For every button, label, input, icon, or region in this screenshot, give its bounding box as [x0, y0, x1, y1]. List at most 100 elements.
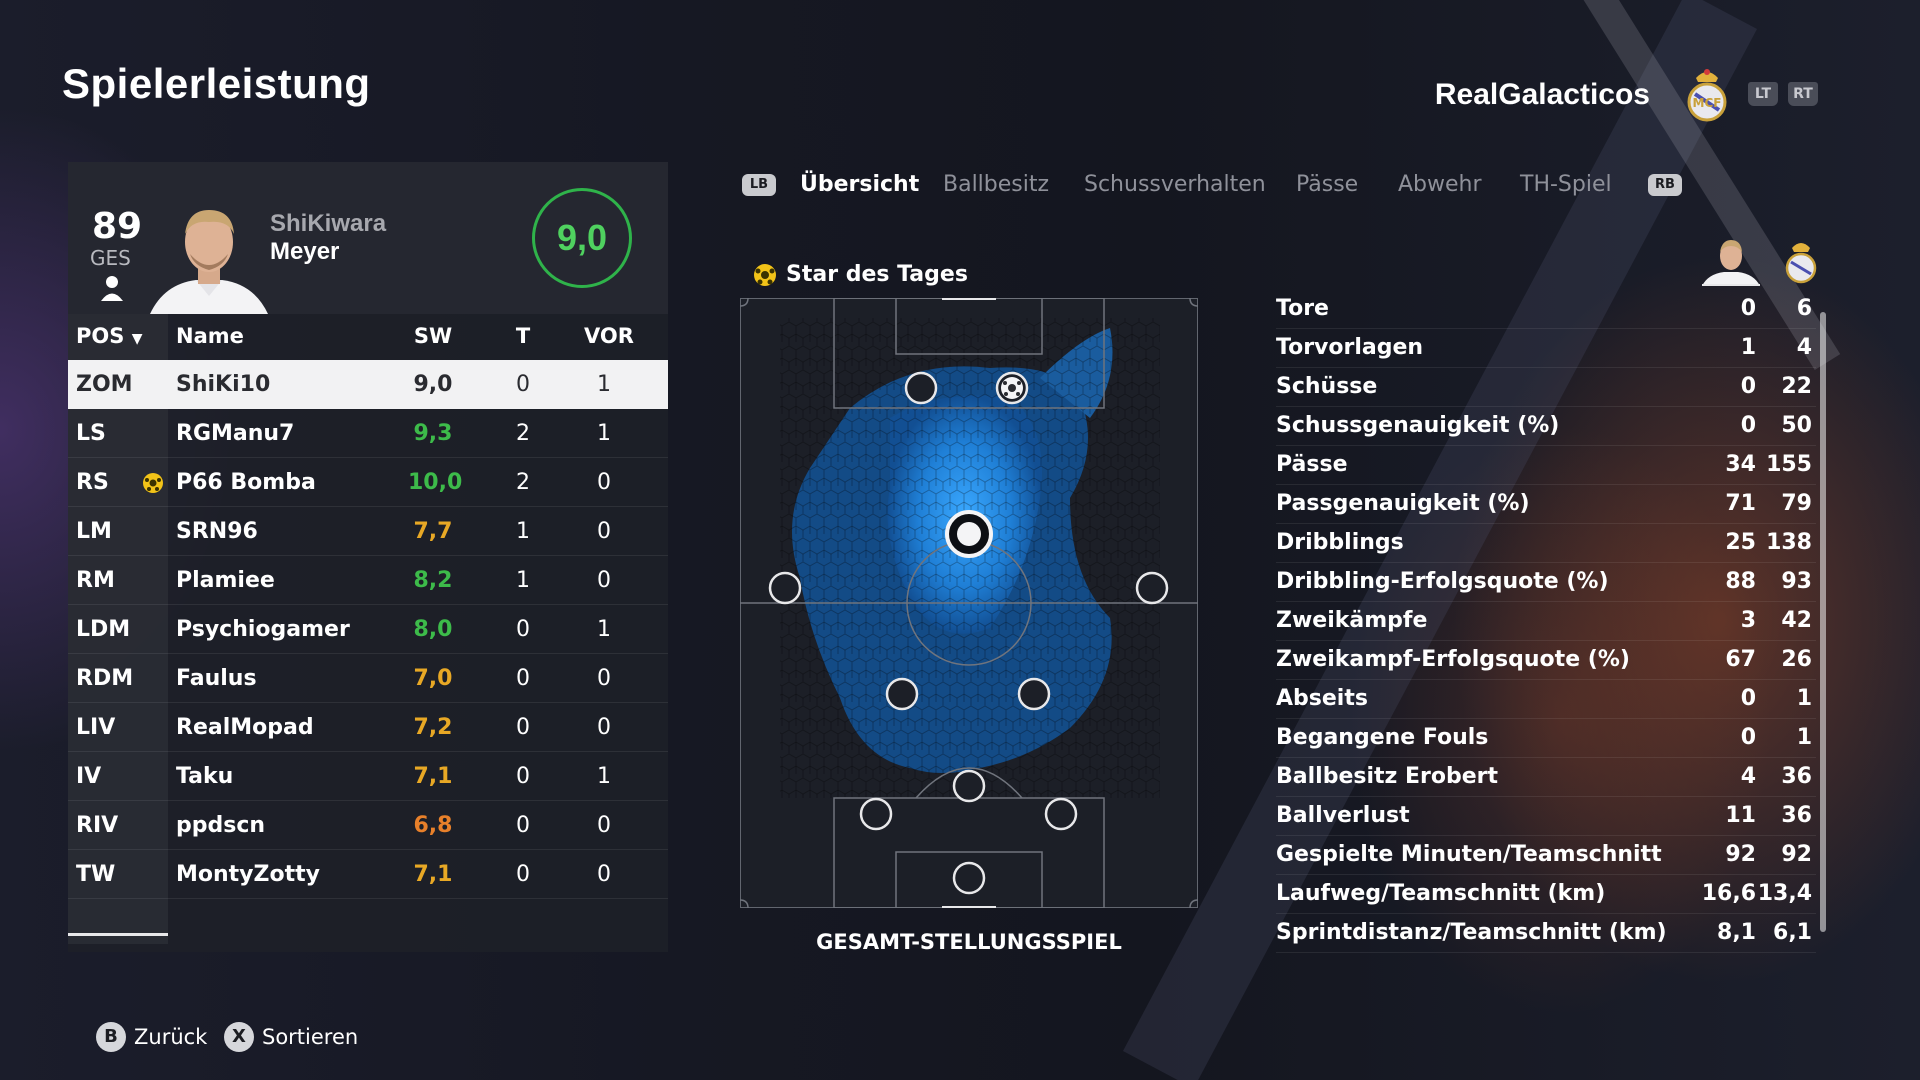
table-row[interactable]: LS RGManu7 9,3 2 1 [68, 409, 668, 458]
table-row[interactable]: LIV RealMopad 7,2 0 0 [68, 703, 668, 752]
stat-label: Dribbling-Erfolgsquote (%) [1276, 569, 1609, 594]
player-position: LS [76, 421, 106, 446]
lb-button-icon[interactable]: LB [742, 174, 776, 196]
player-table: ZOM ShiKi10 9,0 0 1 LS RGManu7 9,3 2 1 RS P66 Bomba… [68, 360, 668, 899]
player-position: LDM [76, 617, 131, 642]
player-rating: 9,0 [532, 188, 632, 288]
table-row[interactable]: RM Plamiee 8,2 1 0 [68, 556, 668, 605]
player-sw: 7,1 [413, 764, 453, 789]
player-position: RIV [76, 813, 119, 838]
player-name: ppdscn [176, 813, 266, 838]
table-row[interactable]: RIV ppdscn 6,8 0 0 [68, 801, 668, 850]
table-row[interactable]: LDM Psychiogamer 8,0 0 1 [68, 605, 668, 654]
player-name-first: ShiKiwara [270, 210, 387, 237]
stat-row: Dribbling-Erfolgsquote (%) 88 93 [1276, 563, 1816, 602]
stat-team-value: 13,4 [1757, 881, 1812, 906]
table-header: POS ▼ Name SW T VOR [68, 314, 668, 360]
table-row[interactable]: LM SRN96 7,7 1 0 [68, 507, 668, 556]
x-button-icon: X [224, 1022, 254, 1052]
player-sw: 9,0 [413, 372, 453, 397]
player-name: Faulus [176, 666, 257, 691]
player-name: Plamiee [176, 568, 275, 593]
stat-label: Abseits [1276, 686, 1368, 711]
player-assists: 0 [597, 666, 611, 691]
stat-label: Zweikämpfe [1276, 608, 1428, 633]
stat-label: Schüsse [1276, 374, 1378, 399]
player-marker [768, 571, 802, 605]
header-name[interactable]: Name [176, 324, 244, 348]
player-panel: 89 GES ShiKiwara Meyer 9,0 POS ▼ Name SW… [68, 162, 668, 952]
stat-player-value: 0 [1740, 296, 1756, 321]
stat-player-value: 67 [1725, 647, 1756, 672]
stat-row: Begangene Fouls 0 1 [1276, 719, 1816, 758]
player-goals: 0 [516, 372, 530, 397]
stat-row: Schussgenauigkeit (%) 0 50 [1276, 407, 1816, 446]
player-card: 89 GES ShiKiwara Meyer 9,0 [68, 162, 668, 314]
header-sw[interactable]: SW [413, 324, 453, 348]
tab-ballbesitz[interactable]: Ballbesitz [943, 172, 1050, 197]
rb-button-icon[interactable]: RB [1648, 174, 1682, 196]
player-goals: 0 [516, 666, 530, 691]
player-assists: 1 [597, 372, 611, 397]
stats-list: Tore 0 6 Torvorlagen 1 4 Schüsse 0 22 Schussgenau… [1276, 290, 1816, 953]
tab-th-spiel[interactable]: TH-Spiel [1520, 172, 1612, 197]
player-sw: 7,0 [413, 666, 453, 691]
player-name: ShiKi10 [176, 372, 271, 397]
stat-team-value: 42 [1781, 608, 1812, 633]
stat-player-value: 8,1 [1717, 920, 1756, 945]
rt-trigger-icon[interactable]: RT [1788, 82, 1818, 106]
header-vor[interactable]: VOR [584, 324, 634, 348]
tab-schussverhalten[interactable]: Schussverhalten [1084, 172, 1266, 197]
player-sw: 7,7 [413, 519, 453, 544]
stat-team-value: 6 [1796, 296, 1812, 321]
player-marker [859, 797, 893, 831]
player-assists: 0 [597, 519, 611, 544]
stats-scrollbar-track[interactable] [1820, 312, 1826, 932]
stat-player-value: 71 [1725, 491, 1756, 516]
table-row[interactable]: TW MontyZotty 7,1 0 0 [68, 850, 668, 899]
star-of-the-day-icon [754, 264, 776, 286]
stats-scrollbar-thumb[interactable] [1820, 312, 1826, 932]
table-row[interactable]: RS P66 Bomba 10,0 2 0 [68, 458, 668, 507]
player-assists: 1 [597, 764, 611, 789]
selected-player-marker [945, 510, 993, 558]
player-marker [1017, 677, 1051, 711]
stat-label: Ballverlust [1276, 803, 1410, 828]
back-button[interactable]: B Zurück [96, 1022, 207, 1052]
table-row[interactable]: RDM Faulus 7,0 0 0 [68, 654, 668, 703]
stat-row: Zweikampf-Erfolgsquote (%) 67 26 [1276, 641, 1816, 680]
stat-row: Dribblings 25 138 [1276, 524, 1816, 563]
stat-player-value: 16,6 [1701, 881, 1756, 906]
header-pos[interactable]: POS ▼ [76, 324, 143, 348]
table-row[interactable]: ZOM ShiKi10 9,0 0 1 [68, 360, 668, 409]
player-sw: 9,3 [413, 421, 453, 446]
stat-team-value: 4 [1796, 335, 1812, 360]
stat-label: Begangene Fouls [1276, 725, 1489, 750]
tab-paesse[interactable]: Pässe [1296, 172, 1359, 197]
stat-label: Laufweg/Teamschnitt (km) [1276, 881, 1606, 906]
stat-team-value: 6,1 [1773, 920, 1812, 945]
player-overall-label: GES [90, 246, 131, 270]
sort-button[interactable]: X Sortieren [224, 1022, 358, 1052]
lt-trigger-icon[interactable]: LT [1748, 82, 1778, 106]
player-position: LM [76, 519, 112, 544]
star-of-the-day-label: Star des Tages [786, 262, 968, 287]
table-row[interactable]: IV Taku 7,1 0 1 [68, 752, 668, 801]
player-position: RM [76, 568, 115, 593]
tab-uebersicht[interactable]: Übersicht [800, 172, 920, 197]
stat-label: Gespielte Minuten/Teamschnitt [1276, 842, 1662, 867]
stat-player-value: 92 [1725, 842, 1756, 867]
stat-row: Ballverlust 11 36 [1276, 797, 1816, 836]
club-crest-icon: MCF [1687, 69, 1727, 122]
player-assists: 0 [597, 715, 611, 740]
tab-abwehr[interactable]: Abwehr [1398, 172, 1482, 197]
player-name: MontyZotty [176, 862, 320, 887]
player-name: RGManu7 [176, 421, 295, 446]
stat-player-value: 34 [1725, 452, 1756, 477]
player-avatar [1702, 240, 1760, 286]
player-goals: 1 [516, 568, 530, 593]
stat-row: Ballbesitz Erobert 4 36 [1276, 758, 1816, 797]
header-t[interactable]: T [515, 324, 531, 348]
person-icon [101, 276, 123, 301]
player-position: RDM [76, 666, 134, 691]
